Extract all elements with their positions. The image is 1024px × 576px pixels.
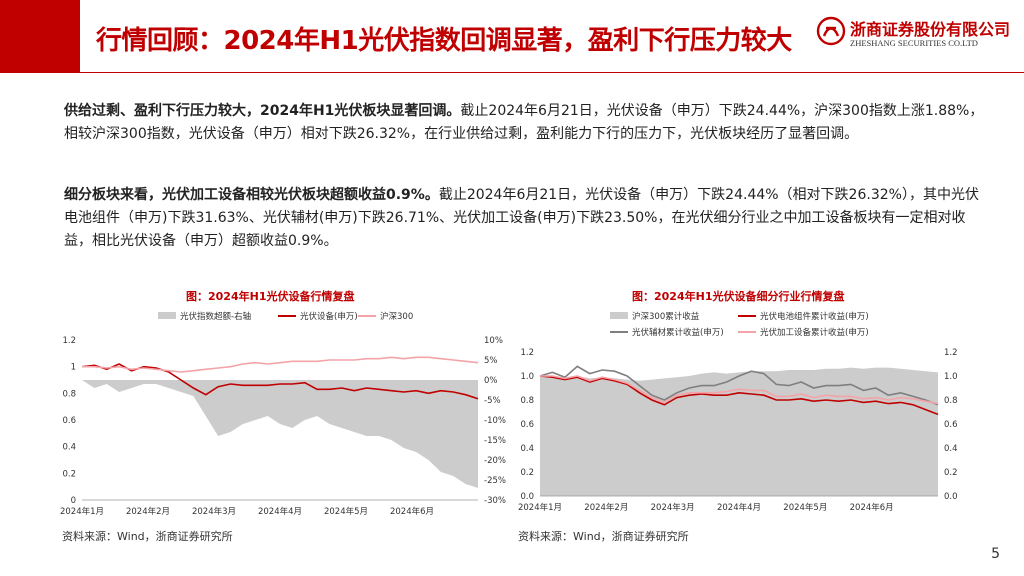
legend-label: 光伏指数超额-右轴 bbox=[180, 311, 251, 322]
y-tick-left: 0.0 bbox=[520, 492, 534, 502]
page-number: 5 bbox=[991, 546, 1000, 562]
chart-2-source: 资料来源：Wind，浙商证券研究所 bbox=[518, 530, 689, 543]
logo-english-name: ZHESHANG SECURITIES CO.LTD bbox=[850, 38, 978, 48]
title-accent-block bbox=[0, 0, 80, 72]
title-divider bbox=[0, 72, 1024, 73]
x-tick-label: 2024年1月 bbox=[60, 506, 104, 517]
y-tick-right: -15% bbox=[484, 436, 506, 446]
area-series bbox=[82, 380, 478, 488]
y-tick-right: -10% bbox=[484, 416, 506, 426]
y-tick-right: 0.4 bbox=[944, 444, 958, 454]
y-tick-left: 0.8 bbox=[62, 389, 76, 399]
paragraph-1-lead: 供给过剩、盈利下行压力较大，2024年H1光伏板块显著回调。 bbox=[64, 103, 461, 119]
legend-label: 光伏辅材累计收益(申万) bbox=[632, 327, 724, 338]
y-tick-right: 0.2 bbox=[944, 468, 958, 478]
y-tick-left: 0 bbox=[71, 496, 76, 506]
x-tick-label: 2024年6月 bbox=[390, 506, 434, 517]
y-tick-left: 0.2 bbox=[520, 468, 534, 478]
legend-label: 光伏设备(申万) bbox=[300, 311, 358, 322]
y-tick-right: 10% bbox=[484, 336, 503, 346]
x-tick-label: 2024年6月 bbox=[850, 502, 894, 513]
y-tick-left: 0.2 bbox=[62, 469, 76, 479]
y-tick-right: 1.2 bbox=[944, 348, 958, 358]
logo-chinese-name: 浙商证券股份有限公司 bbox=[850, 20, 1011, 39]
y-tick-right: 0% bbox=[484, 376, 498, 386]
x-tick-label: 2024年4月 bbox=[258, 506, 302, 517]
y-tick-left: 1.2 bbox=[62, 336, 76, 346]
y-tick-left: 1.0 bbox=[520, 372, 534, 382]
y-tick-right: 5% bbox=[484, 356, 498, 366]
paragraph-1: 供给过剩、盈利下行压力较大，2024年H1光伏板块显著回调。截止2024年6月2… bbox=[64, 100, 984, 146]
y-tick-right: -25% bbox=[484, 476, 506, 486]
chart-1: 光伏指数超额-右轴 光伏设备(申万) 沪深300 0 0.2 0.4 0.6 0.8 1 1.2 -… bbox=[60, 311, 506, 517]
line-series bbox=[539, 365, 939, 406]
paragraph-2: 细分板块来看，光伏加工设备相较光伏板块超额收益0.9%。截止2024年6月21日… bbox=[64, 184, 984, 253]
chart-2-title: 图：2024年H1光伏设备细分行业行情复盘 bbox=[632, 290, 845, 303]
legend-label: 光伏电池组件累计收益(申万) bbox=[760, 311, 869, 322]
legend-swatch bbox=[610, 312, 628, 319]
y-tick-left: 0.6 bbox=[62, 416, 76, 426]
line-series bbox=[540, 375, 939, 405]
y-tick-left: 1.2 bbox=[520, 348, 534, 358]
zheshang-logo-icon bbox=[816, 16, 846, 46]
y-tick-left: 0.8 bbox=[520, 396, 534, 406]
x-tick-label: 2024年3月 bbox=[192, 506, 236, 517]
y-tick-left: 0.4 bbox=[62, 443, 76, 453]
x-tick-label: 2024年5月 bbox=[324, 506, 368, 517]
y-tick-right: -5% bbox=[484, 396, 501, 406]
legend-label: 沪深300 bbox=[380, 311, 413, 322]
x-tick-label: 2024年5月 bbox=[783, 502, 827, 513]
legend-swatch bbox=[158, 312, 176, 319]
x-tick-label: 2024年1月 bbox=[518, 502, 562, 513]
area-series bbox=[540, 367, 938, 496]
legend-label: 沪深300累计收益 bbox=[632, 311, 700, 322]
y-tick-right: -20% bbox=[484, 456, 506, 466]
paragraph-2-lead: 细分板块来看，光伏加工设备相较光伏板块超额收益0.9%。 bbox=[64, 187, 439, 203]
chart-2: 沪深300累计收益 光伏电池组件累计收益(申万) 光伏辅材累计收益(申万) 光伏加工设… bbox=[518, 311, 958, 513]
line-series bbox=[539, 375, 939, 416]
y-tick-left: 1 bbox=[71, 363, 76, 373]
x-tick-label: 2024年2月 bbox=[126, 506, 170, 517]
company-logo: 浙商证券股份有限公司 ZHESHANG SECURITIES CO.LTD bbox=[816, 14, 1010, 58]
y-tick-right: -30% bbox=[484, 496, 506, 506]
line-series bbox=[82, 356, 479, 373]
x-tick-label: 2024年3月 bbox=[651, 502, 695, 513]
paragraph-1-text: 截止2024年6月21日，光伏设备（申万）下跌24.44%，沪深300指数上涨1… bbox=[64, 103, 984, 142]
legend-label: 光伏加工设备累计收益(申万) bbox=[760, 327, 869, 338]
chart-1-title: 图：2024年H1光伏设备行情复盘 bbox=[186, 290, 355, 303]
y-tick-right: 1.0 bbox=[944, 372, 958, 382]
y-tick-right: 0.0 bbox=[944, 492, 958, 502]
line-series bbox=[81, 363, 479, 400]
y-tick-right: 0.6 bbox=[944, 420, 958, 430]
y-tick-right: 0.8 bbox=[944, 396, 958, 406]
y-tick-left: 0.6 bbox=[520, 420, 534, 430]
x-tick-label: 2024年2月 bbox=[584, 502, 628, 513]
chart-1-source: 资料来源：Wind，浙商证券研究所 bbox=[62, 530, 233, 543]
y-tick-left: 0.4 bbox=[520, 444, 534, 454]
x-tick-label: 2024年4月 bbox=[717, 502, 761, 513]
paragraph-2-text: 截止2024年6月21日，光伏设备（申万）下跌24.44%（相对下跌26.32%… bbox=[64, 187, 979, 249]
page-title: 行情回顾：2024年H1光伏指数回调显著，盈利下行压力较大 bbox=[96, 26, 792, 56]
